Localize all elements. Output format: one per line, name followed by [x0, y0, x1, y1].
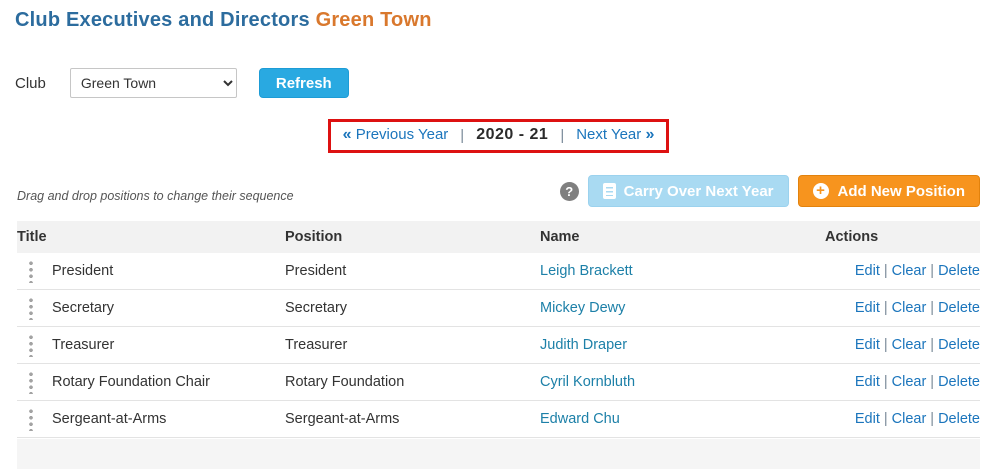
carry-over-document-icon: [602, 183, 616, 199]
toolbar-buttons: ? Carry Over Next Year + Add New Positio…: [559, 175, 980, 207]
action-separator: |: [930, 374, 935, 390]
row-position: Sergeant-at-Arms: [285, 400, 540, 438]
table-row: President President Leigh Brackett Edit |…: [17, 253, 980, 290]
row-position: President: [285, 253, 540, 290]
edit-link[interactable]: Edit: [854, 263, 880, 279]
drag-handle-icon[interactable]: [28, 259, 34, 283]
member-name-link[interactable]: Mickey Dewy: [540, 300, 626, 316]
delete-link[interactable]: Delete: [938, 300, 980, 316]
edit-link[interactable]: Edit: [854, 337, 880, 353]
previous-year-link[interactable]: « Previous Year: [343, 126, 449, 144]
year-nav-wrap: « Previous Year | 2020 - 21 | Next Year …: [0, 119, 997, 153]
table-footer-bar: [17, 439, 980, 469]
carry-over-next-year-button[interactable]: Carry Over Next Year: [587, 175, 789, 207]
previous-year-label: Previous Year: [355, 126, 449, 143]
drag-handle-icon[interactable]: [28, 296, 34, 320]
next-year-label: Next Year: [576, 126, 642, 143]
delete-link[interactable]: Delete: [938, 374, 980, 390]
table-row: Treasurer Treasurer Judith Draper Edit | C…: [17, 326, 980, 364]
drag-drop-hint: Drag and drop positions to change their …: [17, 189, 294, 203]
current-year-label: 2020 - 21: [476, 126, 549, 143]
next-year-link[interactable]: Next Year »: [576, 126, 654, 144]
edit-link[interactable]: Edit: [854, 411, 880, 427]
action-separator: |: [930, 411, 935, 427]
refresh-button[interactable]: Refresh: [258, 68, 349, 98]
add-new-position-button[interactable]: + Add New Position: [797, 175, 980, 207]
row-title: Secretary: [52, 300, 115, 316]
page-title-text: Club Executives and Directors: [15, 9, 310, 31]
toolbar-row: Drag and drop positions to change their …: [17, 165, 980, 207]
page-title-club-name: Green Town: [315, 9, 432, 31]
edit-link[interactable]: Edit: [854, 300, 880, 316]
club-select[interactable]: Green Town: [69, 68, 237, 98]
action-separator: |: [883, 263, 888, 279]
action-separator: |: [883, 300, 888, 316]
row-position: Secretary: [285, 289, 540, 327]
double-chevron-left-icon: «: [342, 126, 352, 143]
action-separator: |: [883, 337, 888, 353]
header-position: Position: [285, 221, 540, 253]
header-title: Title: [17, 221, 285, 253]
member-name-link[interactable]: Judith Draper: [540, 337, 628, 353]
positions-table: Title Position Name Actions President Pr…: [17, 221, 980, 438]
row-title: Rotary Foundation Chair: [52, 374, 210, 390]
clear-link[interactable]: Clear: [891, 374, 927, 390]
club-filter-row: Club Green Town Refresh: [15, 68, 982, 98]
drag-handle-icon[interactable]: [28, 407, 34, 431]
table-row: Sergeant-at-Arms Sergeant-at-Arms Edward…: [17, 400, 980, 438]
header-actions: Actions: [825, 221, 980, 253]
table-row: Rotary Foundation Chair Rotary Foundatio…: [17, 363, 980, 401]
action-separator: |: [930, 300, 935, 316]
action-separator: |: [930, 263, 935, 279]
plus-circle-icon: +: [812, 183, 829, 199]
table-header: Title Position Name Actions: [17, 221, 980, 253]
row-position: Rotary Foundation: [285, 363, 540, 401]
delete-link[interactable]: Delete: [938, 263, 980, 279]
table-row: Secretary Secretary Mickey Dewy Edit | Cle…: [17, 289, 980, 327]
delete-link[interactable]: Delete: [938, 337, 980, 353]
clear-link[interactable]: Clear: [891, 263, 927, 279]
member-name-link[interactable]: Edward Chu: [540, 411, 620, 427]
clear-link[interactable]: Clear: [891, 300, 927, 316]
year-nav-separator: |: [460, 126, 465, 144]
member-name-link[interactable]: Leigh Brackett: [540, 263, 633, 279]
carry-over-label: Carry Over Next Year: [623, 182, 774, 200]
year-nav-separator: |: [560, 126, 565, 144]
delete-link[interactable]: Delete: [938, 411, 980, 427]
header-name: Name: [540, 221, 825, 253]
page-title: Club Executives and Directors Green Town: [15, 9, 982, 32]
row-title: Sergeant-at-Arms: [52, 411, 167, 427]
clear-link[interactable]: Clear: [891, 337, 927, 353]
year-nav-highlight-box: « Previous Year | 2020 - 21 | Next Year …: [327, 119, 670, 153]
member-name-link[interactable]: Cyril Kornbluth: [540, 374, 636, 390]
row-position: Treasurer: [285, 326, 540, 364]
action-separator: |: [883, 374, 888, 390]
add-new-position-label: Add New Position: [837, 182, 966, 200]
drag-handle-icon[interactable]: [28, 333, 34, 357]
row-title: Treasurer: [52, 337, 115, 353]
edit-link[interactable]: Edit: [854, 374, 880, 390]
help-icon[interactable]: ?: [559, 181, 579, 201]
action-separator: |: [883, 411, 888, 427]
clear-link[interactable]: Clear: [891, 411, 927, 427]
club-label: Club: [15, 74, 46, 92]
drag-handle-icon[interactable]: [28, 370, 34, 394]
double-chevron-right-icon: »: [645, 126, 655, 143]
row-title: President: [52, 263, 114, 279]
action-separator: |: [930, 337, 935, 353]
